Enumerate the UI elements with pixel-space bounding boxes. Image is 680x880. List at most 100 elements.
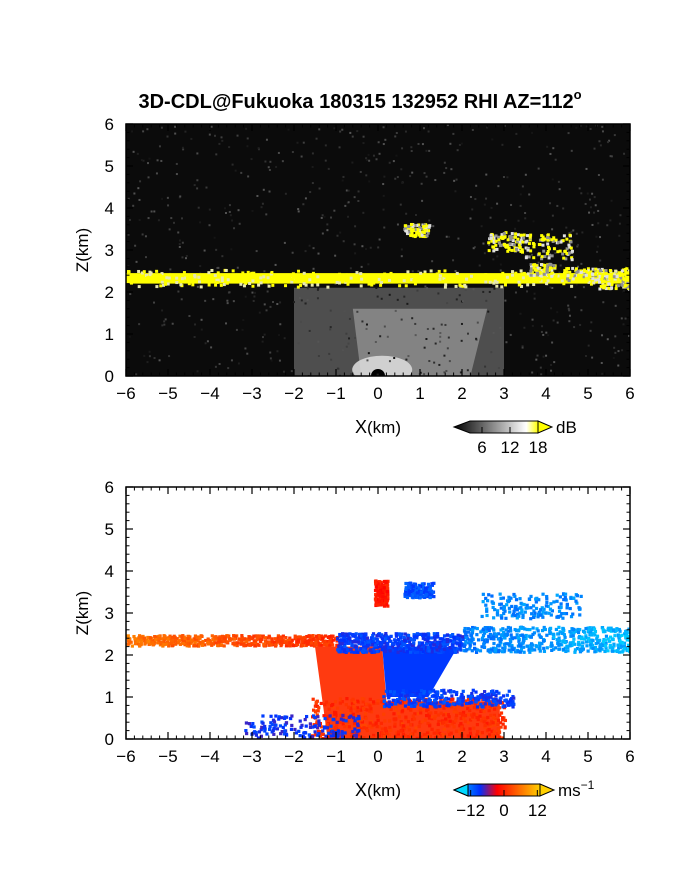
velocity-pixel: [455, 712, 460, 716]
velocity-pixel: [408, 693, 413, 697]
noise-pixel: [478, 264, 481, 267]
noise-pixel: [454, 190, 457, 193]
velocity-pixel: [342, 636, 346, 641]
velocity-pixel: [421, 649, 425, 654]
noise-pixel: [309, 191, 312, 194]
velocity-pixel: [256, 736, 261, 739]
velocity-pixel: [487, 629, 491, 633]
cloud-pixel: [185, 276, 189, 280]
velocity-pixel: [440, 695, 444, 699]
velocity-pixel: [357, 729, 361, 733]
noise-pixel: [132, 204, 135, 207]
velocity-pixel: [400, 722, 405, 726]
velocity-pixel: [281, 634, 285, 638]
velocity-pixel: [442, 727, 446, 732]
velocity-pixel: [461, 699, 465, 703]
velocity-pixel: [392, 712, 396, 716]
velocity-pixel: [390, 702, 394, 707]
velocity-pixel: [245, 731, 249, 736]
velocity-pixel: [339, 713, 343, 718]
velocity-pixel: [270, 640, 274, 644]
velocity-pixel: [288, 644, 292, 648]
velocity-pixel: [157, 637, 162, 641]
noise-pixel: [601, 372, 604, 375]
noise-pixel: [460, 142, 463, 145]
velocity-pixel: [466, 721, 470, 725]
velocity-pixel: [519, 606, 523, 610]
velocity-pixel: [393, 734, 398, 738]
velocity-pixel: [259, 728, 263, 732]
cloud-patch-pixel: [514, 232, 518, 236]
velocity-pixel: [491, 721, 495, 725]
cloud-patch-pixel: [578, 273, 582, 277]
velocity-pixel: [385, 704, 389, 708]
noise-pixel: [146, 128, 149, 131]
noise-pixel: [279, 323, 282, 326]
noise-pixel: [432, 225, 435, 228]
noise-pixel: [199, 265, 202, 268]
velocity-pixel: [343, 644, 347, 649]
velocity-pixel: [382, 712, 386, 716]
noise-pixel: [469, 217, 472, 220]
velocity-pixel: [554, 646, 558, 650]
velocity-pixel: [328, 636, 332, 641]
velocity-pixel: [347, 712, 351, 716]
cloud-pixel: [511, 270, 515, 274]
velocity-pixel: [345, 647, 350, 651]
noise-pixel: [384, 138, 387, 141]
velocity-pixel: [276, 640, 280, 644]
velocity-pixel: [387, 704, 392, 709]
velocity-pixel: [214, 635, 218, 639]
cloud-patch-pixel: [586, 267, 590, 271]
noise-pixel: [171, 322, 174, 325]
velocity-pixel: [584, 636, 588, 640]
velocity-pixel: [315, 726, 320, 730]
velocity-pixel: [485, 638, 489, 642]
velocity-pixel: [571, 634, 575, 638]
cloud-patch-pixel: [418, 233, 422, 237]
noise-pixel: [521, 345, 524, 348]
velocity-pixel: [451, 633, 455, 637]
noise-pixel: [585, 125, 588, 128]
velocity-pixel: [562, 633, 566, 637]
velocity-pixel: [461, 727, 466, 731]
velocity-pixel: [523, 610, 527, 614]
velocity-pixel: [324, 734, 328, 738]
cloud-patch-pixel: [593, 272, 597, 276]
noise-pixel: [304, 197, 307, 200]
noise-pixel: [224, 207, 227, 210]
velocity-pixel: [512, 702, 516, 706]
velocity-pixel: [198, 636, 202, 640]
noise-pixel: [354, 252, 357, 255]
noise-pixel: [537, 261, 540, 264]
velocity-pixel: [481, 627, 486, 632]
velocity-pixel: [484, 596, 488, 601]
cloud-patch-pixel: [408, 230, 412, 234]
cloud-pixel: [160, 272, 164, 276]
noise-pixel: [579, 323, 582, 326]
velocity-pixel: [188, 635, 192, 639]
cloud-patch-pixel: [584, 273, 588, 277]
noise-pixel: [253, 295, 256, 298]
velocity-pixel: [472, 713, 476, 717]
velocity-pixel: [126, 634, 130, 638]
velocity-pixel: [517, 637, 521, 642]
noise-pixel: [168, 228, 171, 231]
cloud-pixel: [402, 279, 406, 283]
velocity-pixel: [156, 635, 160, 639]
noise-pixel: [589, 329, 592, 332]
velocity-pixel: [564, 649, 568, 654]
velocity-pixel: [308, 722, 312, 726]
velocity-pixel: [415, 698, 420, 702]
noise-pixel: [174, 125, 177, 128]
noise-pixel: [181, 146, 184, 149]
noise-pixel: [181, 241, 184, 244]
noise-pixel: [601, 334, 604, 337]
velocity-pixel: [584, 634, 588, 638]
velocity-pixel: [475, 648, 480, 652]
velocity-pixel: [469, 627, 473, 632]
velocity-pixel: [326, 702, 331, 706]
velocity-pixel: [495, 700, 499, 704]
velocity-pixel: [483, 626, 487, 630]
velocity-pixel: [197, 643, 201, 647]
